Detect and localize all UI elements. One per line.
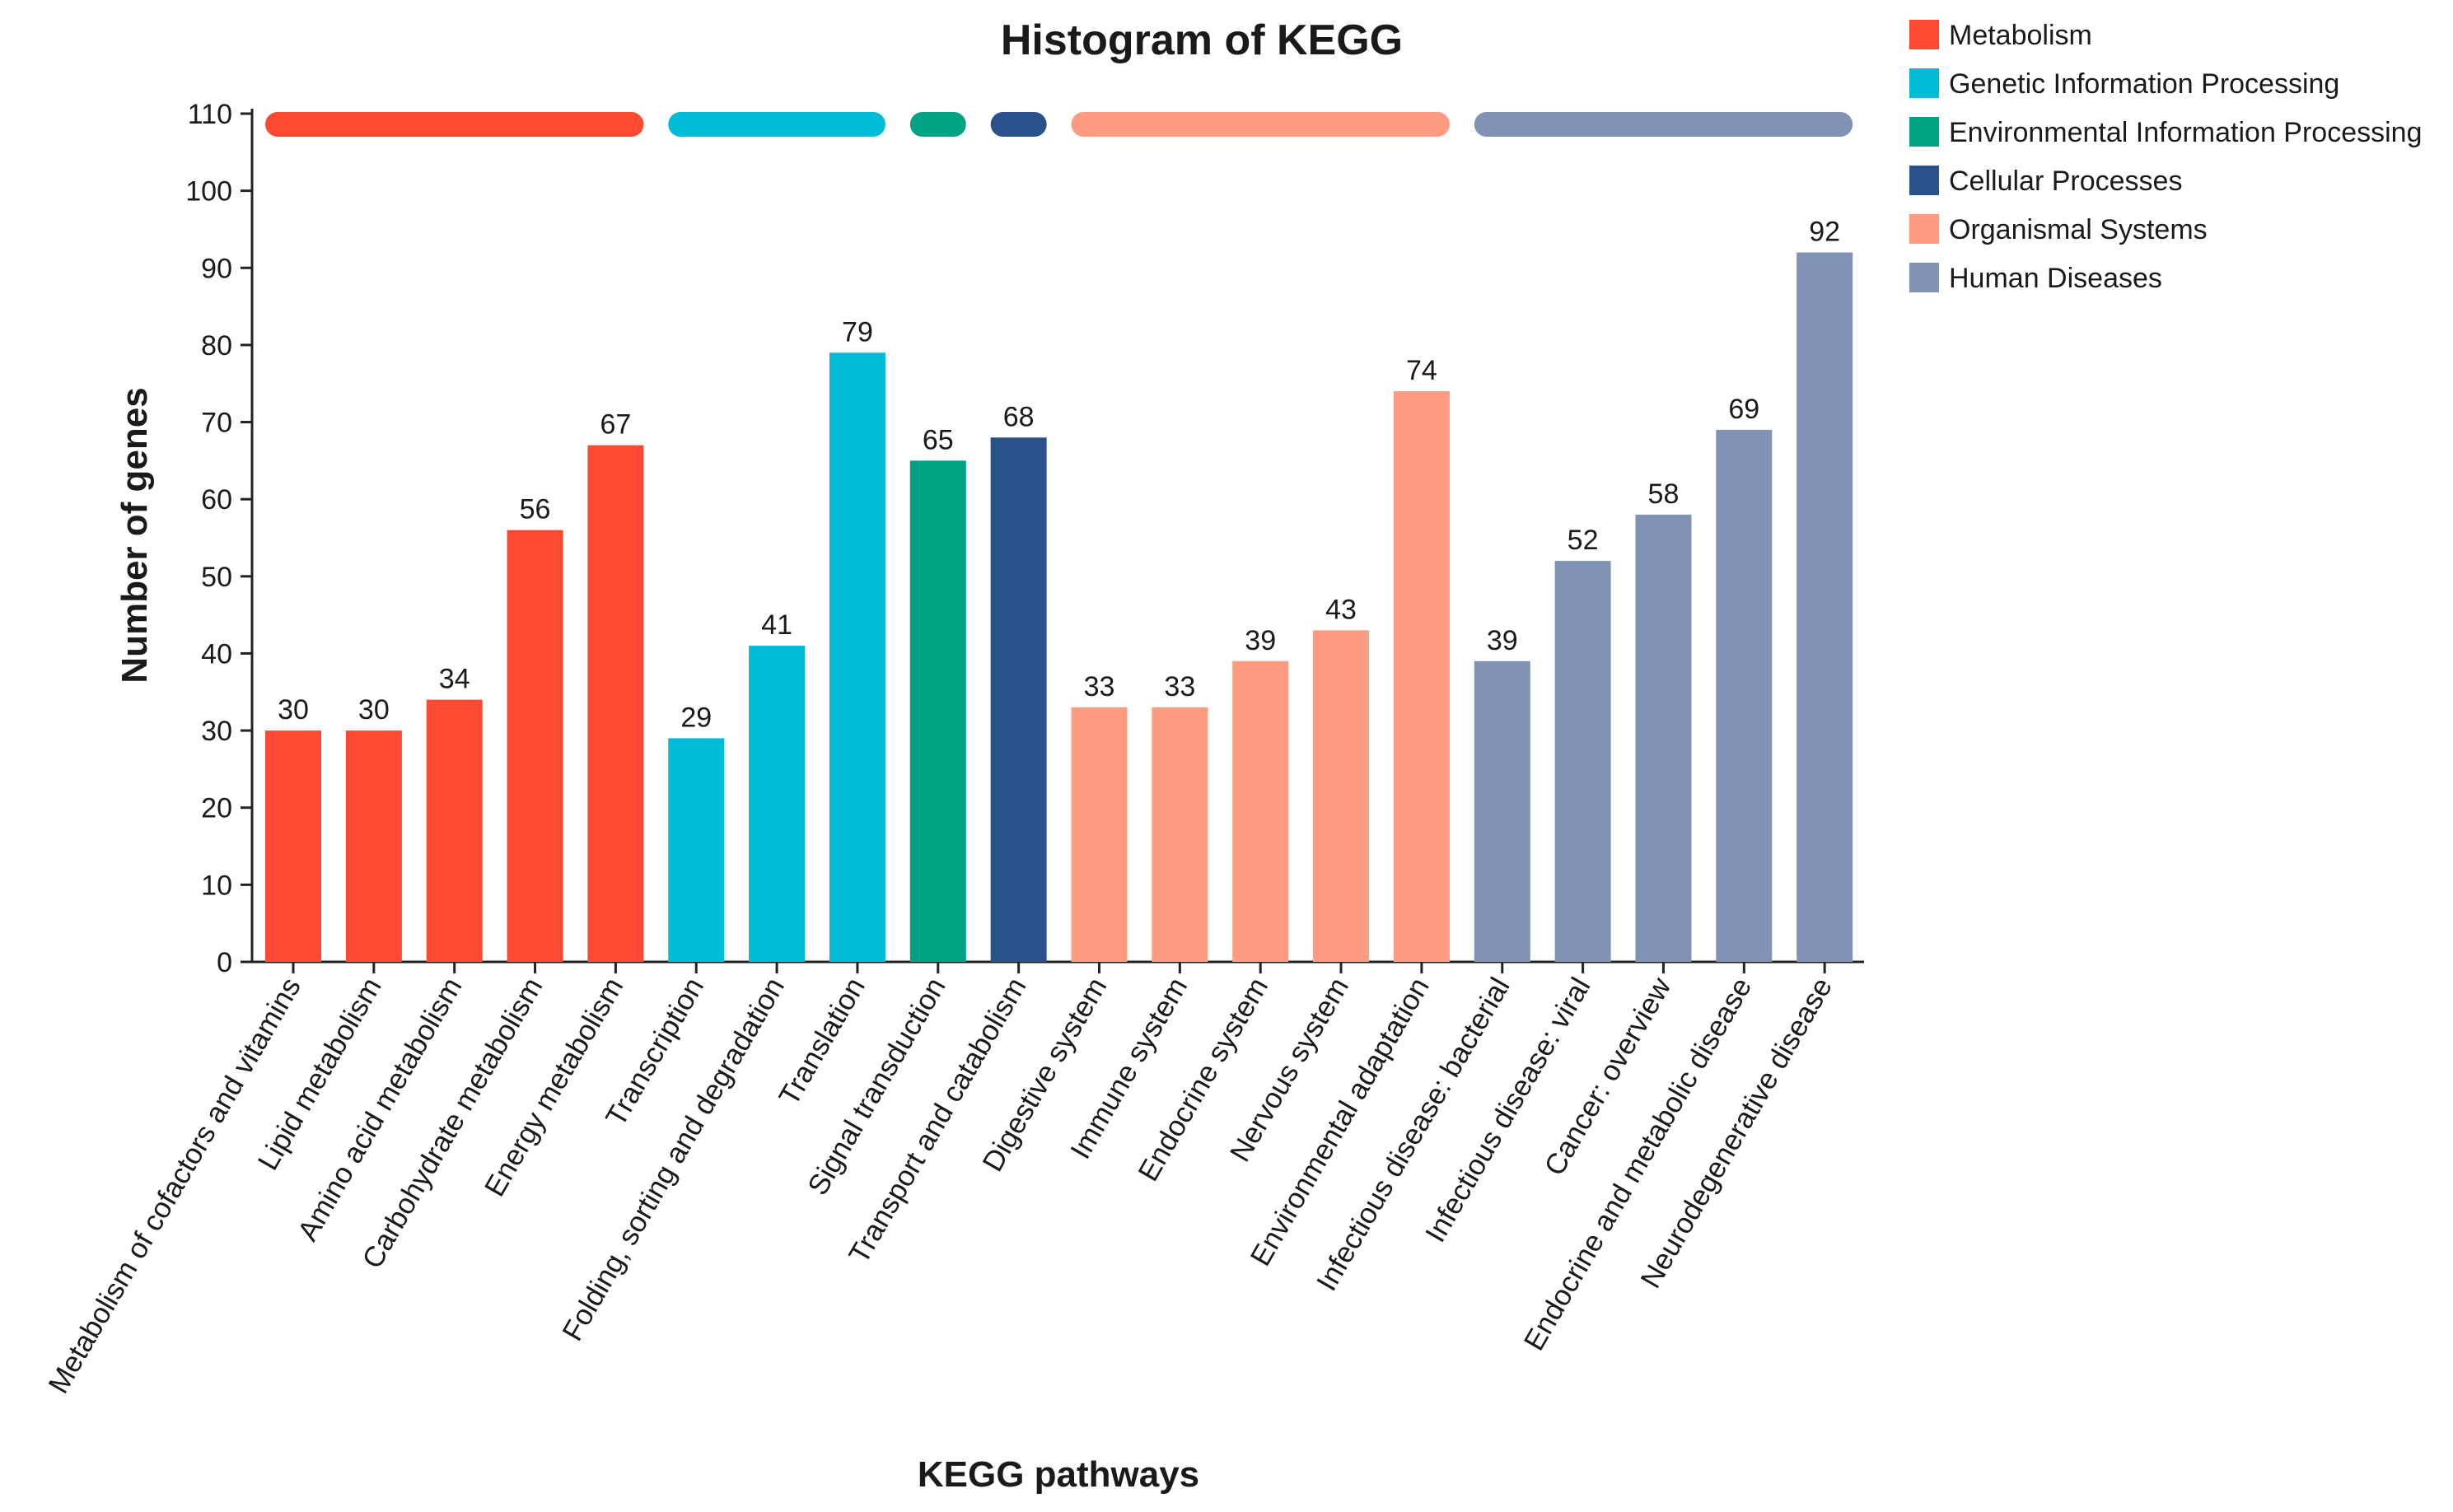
bar [1071, 707, 1128, 962]
bar [990, 437, 1047, 962]
bar-value-label: 30 [278, 694, 309, 726]
bar [1554, 561, 1611, 962]
bar-value-label: 69 [1728, 394, 1759, 425]
bar [1152, 707, 1208, 962]
value-labels: 30 30 34 56 67 29 41 79 65 68 33 33 39 43 74 39 52 58 69 92 [278, 217, 1840, 734]
bar-value-label: 33 [1164, 671, 1195, 702]
bar-value-label: 67 [600, 409, 631, 441]
bar-value-label: 30 [358, 694, 390, 726]
group-strip [1474, 112, 1853, 137]
legend-swatch [1909, 214, 1939, 244]
x-axis-title: KEGG pathways [918, 1454, 1199, 1495]
y-tick-label: 10 [201, 870, 232, 901]
bar-value-label: 43 [1325, 594, 1357, 625]
legend-label: Genetic Information Processing [1949, 68, 2339, 100]
y-axis-title: Number of genes [114, 387, 155, 683]
bar [1313, 630, 1370, 962]
y-tick-label: 30 [201, 716, 232, 747]
group-strip [909, 112, 966, 137]
bar-value-label: 65 [923, 424, 954, 455]
bar-value-label: 33 [1084, 671, 1115, 702]
y-tick-label: 90 [201, 253, 232, 284]
legend-label: Environmental Information Processing [1949, 117, 2423, 148]
y-tick-label: 110 [188, 99, 232, 130]
bar-value-label: 56 [520, 494, 551, 525]
bar [1797, 252, 1853, 963]
y-tick-label: 100 [185, 176, 232, 208]
x-tick-label: Metabolism of cofactors and vitamins [42, 973, 307, 1399]
bar-value-label: 68 [1003, 401, 1035, 432]
bar [345, 730, 402, 962]
group-strip [668, 112, 885, 137]
bar-value-label: 92 [1809, 217, 1840, 248]
bar [668, 738, 725, 962]
bar-value-label: 39 [1245, 625, 1276, 656]
bar [426, 699, 483, 962]
legend-label: Human Diseases [1949, 263, 2162, 294]
bar-value-label: 41 [761, 609, 792, 641]
bar [507, 530, 563, 962]
bar [1232, 660, 1289, 962]
bar [265, 730, 321, 962]
x-axis [252, 960, 1864, 973]
bar [829, 352, 885, 963]
group-strip [1071, 112, 1450, 137]
legend-swatch [1909, 117, 1939, 147]
y-tick-label: 40 [201, 638, 232, 670]
bar [749, 646, 806, 962]
y-tick-label: 70 [201, 408, 232, 439]
bar-value-label: 29 [680, 702, 712, 733]
legend-swatch [1909, 68, 1939, 98]
legend-label: Organismal Systems [1949, 214, 2208, 245]
y-tick-label: 0 [217, 947, 232, 978]
bar [587, 445, 644, 962]
chart-title: Histogram of KEGG [1001, 16, 1403, 64]
bar [1393, 391, 1450, 962]
bar [1635, 514, 1692, 962]
bar-value-label: 58 [1648, 478, 1680, 510]
bar-value-label: 34 [439, 664, 470, 695]
legend-label: Metabolism [1949, 20, 2092, 51]
bar [1474, 660, 1530, 962]
y-tick-label: 80 [201, 330, 232, 362]
category-labels: Metabolism of cofactors and vitaminsLipi… [42, 972, 1839, 1399]
y-tick-label: 20 [201, 793, 232, 824]
group-strips [265, 112, 1853, 137]
group-strip [265, 112, 644, 137]
y-tick-label: 60 [201, 484, 232, 516]
legend: Metabolism Genetic Information Processing… [1909, 20, 2423, 294]
bar [1716, 429, 1773, 962]
bar-value-label: 52 [1568, 525, 1599, 556]
group-strip [990, 112, 1047, 137]
bar-value-label: 74 [1406, 355, 1437, 386]
y-tick-label: 50 [201, 562, 232, 593]
legend-swatch [1909, 263, 1939, 292]
legend-swatch [1909, 166, 1939, 195]
bar [909, 460, 966, 962]
bars [265, 252, 1853, 963]
legend-label: Cellular Processes [1949, 166, 2182, 197]
bar-value-label: 39 [1487, 625, 1518, 656]
y-axis: 0 10 20 30 40 50 60 70 80 90 100 110 [185, 99, 254, 978]
legend-swatch [1909, 20, 1939, 49]
bar-value-label: 79 [842, 316, 873, 348]
